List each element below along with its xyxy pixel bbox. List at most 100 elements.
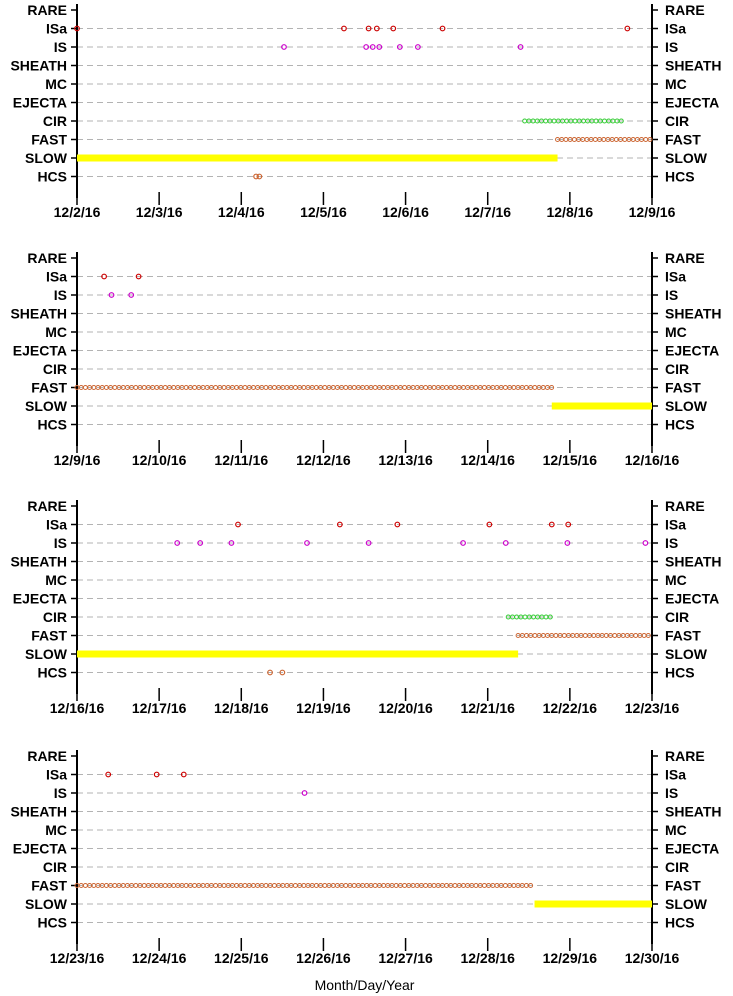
category-label-left: HCS [37, 169, 67, 185]
data-point [647, 137, 653, 142]
data-point [279, 669, 286, 676]
x-tick-label: 12/18/16 [214, 700, 269, 716]
category-label-right: RARE [665, 748, 705, 764]
data-point [376, 44, 383, 50]
category-label-left: SHEATH [10, 306, 67, 322]
data-point [532, 633, 538, 638]
data-point [235, 521, 241, 528]
category-label-right: RARE [665, 2, 705, 18]
data-point [180, 771, 187, 778]
x-tick-label: 12/16/16 [50, 700, 105, 716]
chart-panel-4: RARE RARE ISa ISa IS IS SHEATH SHEATH MC MC EJECTA… [10, 748, 721, 993]
x-tick-label: 12/10/16 [132, 452, 187, 468]
x-tick-label: 12/26/16 [296, 950, 351, 966]
data-point [112, 883, 118, 888]
data-point [153, 771, 160, 778]
x-tick-label: 12/17/16 [132, 700, 187, 716]
category-label-left: SLOW [25, 150, 68, 166]
category-label-left: CIR [43, 113, 67, 129]
x-tick-label: 12/15/16 [543, 452, 598, 468]
data-point [642, 540, 649, 546]
series-is [174, 540, 649, 546]
data-point [341, 25, 347, 32]
series-slow [77, 154, 558, 162]
category-label-right: IS [665, 535, 678, 551]
x-tick-label: 12/3/16 [136, 204, 183, 220]
x-tick-label: 12/23/16 [50, 950, 105, 966]
category-label-right: SHEATH [665, 58, 722, 74]
category-label-left: FAST [31, 878, 67, 894]
category-label-right: ISa [665, 517, 686, 533]
category-label-left: IS [54, 535, 67, 551]
series-cir [522, 118, 624, 124]
category-label-left: SLOW [25, 398, 68, 414]
data-point [452, 883, 458, 888]
category-label-left: MC [45, 76, 67, 92]
data-point [396, 44, 403, 50]
category-label-left: FAST [31, 380, 67, 396]
category-label-left: IS [54, 785, 67, 801]
x-tick-label: 12/2/16 [54, 204, 101, 220]
category-label-left: MC [45, 822, 67, 838]
x-tick-label: 12/24/16 [132, 950, 187, 966]
data-point [565, 521, 572, 528]
category-label-right: SLOW [665, 150, 708, 166]
x-tick-label: 12/20/16 [378, 700, 433, 716]
slow-bar [77, 154, 558, 162]
category-label-left: SLOW [25, 646, 68, 662]
category-label-left: ISa [46, 767, 67, 783]
data-point [517, 44, 524, 50]
category-label-right: HCS [665, 417, 695, 433]
data-point [439, 25, 446, 32]
category-label-left: HCS [37, 915, 67, 931]
data-point [582, 633, 588, 638]
category-label-right: FAST [665, 628, 701, 644]
series-slow [77, 650, 519, 658]
data-point [101, 273, 108, 280]
data-point [292, 385, 298, 390]
category-label-left: SHEATH [10, 804, 67, 820]
x-tick-label: 12/5/16 [300, 204, 347, 220]
series-isa [105, 771, 187, 778]
data-point [192, 883, 198, 888]
series-fast [74, 385, 555, 390]
data-point [460, 540, 466, 546]
data-point [592, 137, 598, 142]
category-label-left: MC [45, 572, 67, 588]
data-point [105, 771, 112, 778]
category-label-right: MC [665, 76, 687, 92]
category-label-left: IS [54, 287, 67, 303]
x-tick-label: 12/12/16 [296, 452, 351, 468]
x-tick-label: 12/21/16 [460, 700, 515, 716]
data-point [112, 385, 118, 390]
data-point [414, 44, 421, 50]
category-label-left: CIR [43, 859, 67, 875]
x-tick-label: 12/13/16 [378, 452, 433, 468]
category-label-right: IS [665, 785, 678, 801]
x-tick-label: 12/11/16 [214, 452, 268, 468]
category-label-right: HCS [665, 665, 695, 681]
category-label-right: SLOW [665, 896, 708, 912]
data-point [502, 540, 509, 546]
category-label-right: FAST [665, 878, 701, 894]
data-point [74, 25, 80, 32]
data-point [372, 883, 378, 888]
data-point [402, 385, 408, 390]
data-point [618, 118, 624, 124]
x-tick-label: 12/9/16 [54, 452, 101, 468]
data-point [369, 44, 376, 50]
category-label-right: CIR [665, 859, 689, 875]
data-point [532, 385, 538, 390]
category-label-left: ISa [46, 517, 67, 533]
category-label-right: HCS [665, 915, 695, 931]
x-axis-label: Month/Day/Year [315, 977, 415, 993]
x-tick-label: 12/23/16 [625, 700, 680, 716]
data-point [502, 883, 508, 888]
category-label-right: SHEATH [665, 306, 722, 322]
slow-bar [551, 402, 652, 410]
category-label-left: EJECTA [13, 841, 67, 857]
data-point [452, 385, 458, 390]
data-point [301, 790, 308, 796]
series-is [108, 292, 135, 298]
